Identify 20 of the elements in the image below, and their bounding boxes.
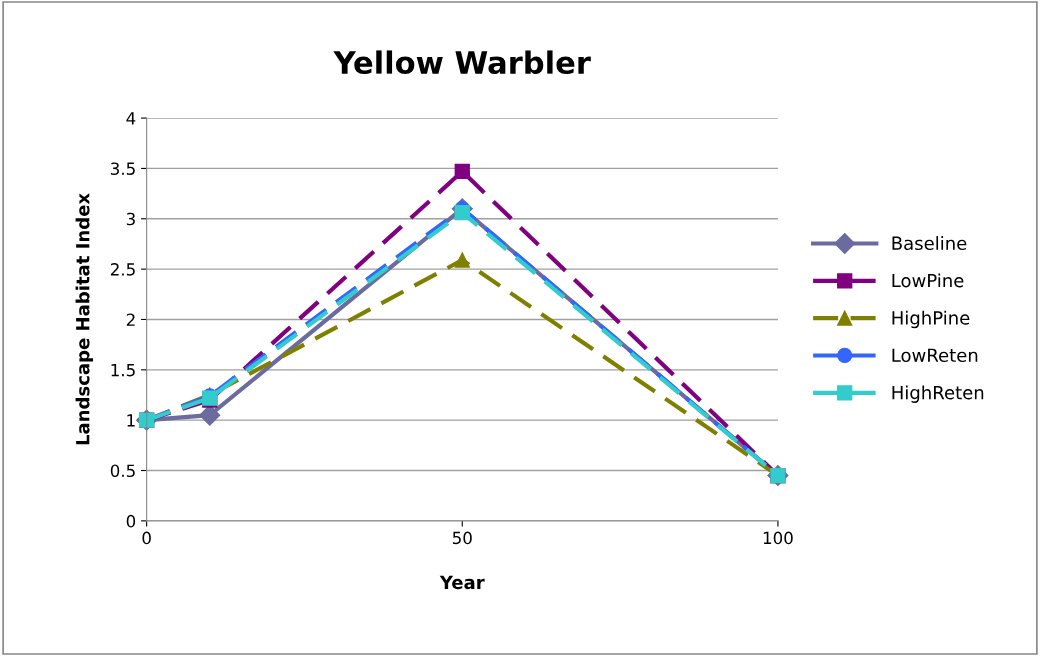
y-tick-label: 1 xyxy=(127,414,135,427)
y-tick-label: 2 xyxy=(126,313,135,326)
legend-label: LowReten xyxy=(892,348,978,363)
x-tick-label: 100 xyxy=(763,531,793,545)
legend-label: LowPine xyxy=(892,273,964,288)
y-tick-label: 0 xyxy=(126,514,136,528)
x-tick-label: 50 xyxy=(452,531,472,545)
chart-title: Yellow Warbler xyxy=(333,50,591,75)
y-tick-label: 4 xyxy=(126,112,136,125)
y-tick-label: 1.5 xyxy=(111,364,135,377)
y-tick-label: 0.5 xyxy=(110,464,135,478)
y-tick-label: 3 xyxy=(126,212,135,226)
y-tick-label: 2.5 xyxy=(110,263,135,276)
y-axis-title: Landscape Habitat Index xyxy=(75,193,94,445)
legend-label: Baseline xyxy=(892,236,967,251)
legend-label: HighReten xyxy=(892,385,984,403)
x-tick-label: 0 xyxy=(142,531,151,545)
x-axis-title: Year xyxy=(439,575,485,590)
legend-label: HighPine xyxy=(892,310,970,329)
y-tick-label: 3.5 xyxy=(110,162,135,175)
